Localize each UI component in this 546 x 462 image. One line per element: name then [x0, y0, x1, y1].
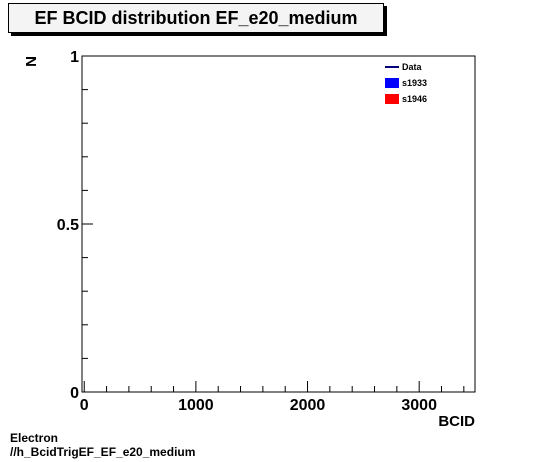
y-axis-tick-labels: 00.51 [57, 49, 79, 402]
x-axis-title: BCID [438, 413, 475, 430]
x-axis-tick-labels: 0 1000 2000 3000 [80, 397, 437, 414]
x-axis-ticks [83, 381, 465, 392]
chart-title-box: EF BCID distribution EF_e20_medium [8, 3, 384, 33]
legend: Data s1933 s1946 [385, 62, 427, 104]
legend-label: s1946 [402, 94, 427, 104]
legend-swatch [385, 94, 399, 104]
plot-frame [81, 55, 476, 393]
x-tick-label: 1000 [178, 397, 214, 414]
y-tick-label: 1 [70, 49, 79, 66]
footer-histogram-path: //h_BcidTrigEF_EF_e20_medium [10, 445, 196, 459]
x-tick-label: 3000 [401, 397, 437, 414]
y-tick-label: 0 [70, 385, 79, 402]
footer: Electron //h_BcidTrigEF_EF_e20_medium [10, 431, 195, 459]
x-tick-label: 0 [80, 397, 89, 414]
x-tick-label: 2000 [290, 397, 326, 414]
legend-entry: s1946 [385, 94, 427, 104]
y-tick-label: 0.5 [57, 217, 79, 234]
legend-entry: s1933 [385, 78, 427, 88]
y-axis-title: N [23, 56, 40, 67]
legend-label: s1933 [402, 78, 427, 88]
footer-category: Electron [10, 431, 59, 445]
legend-label: Data [402, 62, 423, 72]
legend-swatch [385, 78, 399, 88]
legend-entry: Data [385, 62, 423, 72]
y-axis-ticks [82, 55, 93, 393]
chart-title: EF BCID distribution EF_e20_medium [34, 7, 358, 28]
